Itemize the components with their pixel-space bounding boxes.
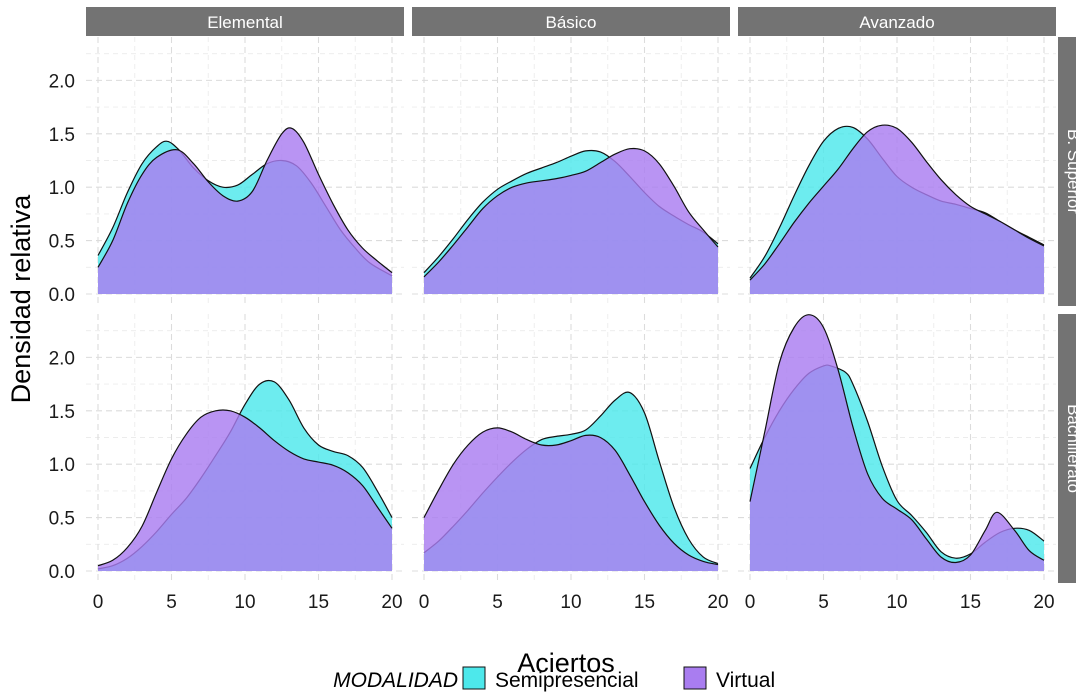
y-tick-label: 0.5 [49, 232, 75, 253]
x-tick-label: 20 [381, 592, 402, 613]
x-tick-label: 10 [886, 592, 907, 613]
density-area-virtual [750, 125, 1044, 294]
legend-key-semipresencial [462, 666, 486, 690]
column-strip-bg [86, 7, 404, 36]
column-strip-label: Básico [545, 13, 596, 32]
x-axis-title: Aciertos [517, 648, 615, 678]
x-tick-label: 20 [1033, 592, 1054, 613]
density-area-virtual [424, 148, 718, 294]
legend: MODALIDAD Semipresencial Virtual [333, 666, 775, 692]
x-tick-label: 5 [166, 592, 177, 613]
row-strip-label: B. Superior [1064, 129, 1076, 214]
panel-b-superior-basico [412, 37, 730, 306]
y-tick-label: 1.5 [49, 402, 75, 423]
column-strip-label: Elemental [207, 13, 283, 32]
x-tick-label: 0 [745, 592, 756, 613]
panel-bachillerato-basico: 0 5 10 15 20 [412, 314, 730, 613]
column-strip-avanzado: Avanzado [738, 7, 1056, 36]
panel-bachillerato-elemental: 0.0 0.5 1.0 1.5 2.0 0 5 10 15 20 [49, 314, 404, 613]
y-tick-label: 2.0 [49, 71, 75, 92]
density-line-virtual [423, 427, 719, 566]
density-line-virtual [97, 127, 393, 274]
row-strip-bg [1058, 314, 1076, 583]
panels-layer: Elemental Básico Avanzado B. Superior Bachil… [49, 7, 1076, 613]
panel-bachillerato-avanzado: 0 5 10 15 20 [738, 314, 1056, 613]
x-tick-label: 5 [818, 592, 829, 613]
column-strip-basico: Básico [412, 7, 730, 36]
panel-b-superior-avanzado [738, 37, 1056, 306]
y-tick-label: 0.0 [49, 285, 75, 306]
legend-label-semipresencial: Semipresencial [495, 669, 639, 692]
row-strip-bachillerato: Bachillerato [1058, 314, 1076, 583]
y-tick-label: 1.0 [49, 178, 75, 199]
y-tick-label: 2.0 [49, 348, 75, 369]
density-area-virtual [98, 409, 392, 571]
x-tick-label: 5 [492, 592, 503, 613]
density-area-virtual [750, 314, 1044, 571]
column-strip-bg [412, 7, 730, 36]
density-area-virtual [98, 127, 392, 294]
column-strip-bg [738, 7, 1056, 36]
panel-b-superior-elemental: 0.0 0.5 1.0 1.5 2.0 [49, 37, 404, 306]
y-tick-label: 0.0 [49, 562, 75, 583]
legend-label-virtual: Virtual [716, 669, 775, 692]
density-line-virtual [423, 147, 719, 278]
row-strip-bg [1058, 37, 1076, 306]
x-tick-label: 15 [634, 592, 655, 613]
x-tick-label: 15 [960, 592, 981, 613]
legend-title: MODALIDAD [333, 669, 458, 692]
y-tick-label: 0.5 [49, 509, 75, 530]
y-tick-label: 1.5 [49, 125, 75, 146]
row-strip-label: Bachillerato [1064, 404, 1076, 493]
x-tick-label: 20 [707, 592, 728, 613]
column-strip-elemental: Elemental [86, 7, 404, 36]
density-area-virtual [424, 427, 718, 571]
y-tick-label: 1.0 [49, 455, 75, 476]
column-strip-label: Avanzado [859, 13, 934, 32]
density-line-virtual [749, 314, 1045, 564]
y-axis-title: Densidad relativa [6, 194, 36, 404]
legend-key-virtual [683, 666, 707, 690]
x-tick-label: 10 [234, 592, 255, 613]
x-tick-label: 10 [560, 592, 581, 613]
x-tick-label: 0 [419, 592, 430, 613]
density-line-virtual [97, 409, 393, 567]
x-tick-label: 15 [308, 592, 329, 613]
x-tick-label: 0 [93, 592, 104, 613]
density-line-virtual [749, 124, 1045, 281]
row-strip-b-superior: B. Superior [1058, 37, 1076, 306]
